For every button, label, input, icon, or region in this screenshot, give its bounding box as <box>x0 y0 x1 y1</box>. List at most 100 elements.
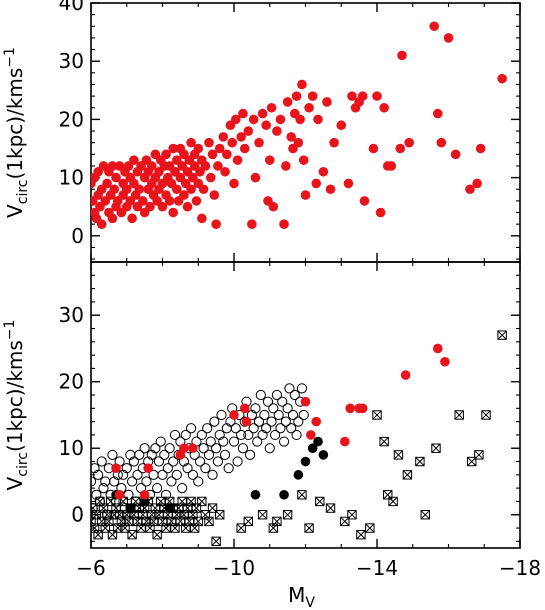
red-point <box>139 489 150 500</box>
open-circle-point <box>275 423 286 434</box>
open-circle-point <box>98 483 109 494</box>
open-circle-point <box>177 483 188 494</box>
bottom-panel: 0 10 20 30 −6 −10 −14 −18 Vcirc(1kpc)/kms−1 MV <box>2 261 541 610</box>
red-point <box>254 137 264 148</box>
red-point <box>372 91 382 101</box>
open-circle-point <box>127 476 138 487</box>
black-filled-point <box>307 443 318 454</box>
open-circle-point <box>271 389 282 401</box>
crossed-square-point <box>356 529 366 540</box>
open-circle-point <box>91 463 100 474</box>
crossed-square-point <box>431 443 441 453</box>
open-circle-point <box>255 389 266 401</box>
y-tick-label: 0 <box>71 224 84 248</box>
open-circle-point <box>212 456 224 467</box>
red-point <box>114 489 125 500</box>
red-point <box>111 463 121 473</box>
red-point <box>186 184 196 195</box>
red-point <box>134 184 145 195</box>
red-point <box>161 149 171 160</box>
open-circle-point <box>194 456 206 467</box>
red-point <box>379 102 389 113</box>
red-point <box>275 114 286 125</box>
crossed-square-point <box>215 510 225 520</box>
plot-frame <box>90 2 521 263</box>
red-point <box>281 161 291 171</box>
y-tick-label: 10 <box>59 166 84 190</box>
red-point <box>213 161 223 171</box>
red-point <box>214 143 225 154</box>
crossed-square-point <box>315 496 325 507</box>
red-point <box>272 126 282 136</box>
open-circle-point <box>162 463 173 474</box>
red-point <box>239 143 250 154</box>
red-point <box>311 416 322 427</box>
open-circle-point <box>250 403 261 414</box>
open-circle-point <box>152 483 163 494</box>
crossed-square-point <box>347 510 357 520</box>
red-point <box>440 356 450 367</box>
crossed-square-point <box>481 410 491 420</box>
open-circle-point <box>141 476 152 487</box>
red-point <box>359 196 370 206</box>
open-circle-point <box>139 443 150 454</box>
red-point <box>238 108 248 119</box>
red-point <box>129 155 139 165</box>
crossed-square-point <box>204 516 214 527</box>
open-circle-point <box>252 436 263 447</box>
open-circle-point <box>134 449 145 460</box>
red-point <box>182 201 193 212</box>
open-circle-point <box>246 409 257 421</box>
red-point <box>343 178 354 189</box>
data-points <box>91 330 507 547</box>
open-circle-point <box>100 476 111 487</box>
open-circle-point <box>223 463 234 474</box>
open-circle-point <box>262 396 274 407</box>
red-point <box>266 102 277 113</box>
crossed-square-point <box>415 456 425 467</box>
red-point <box>243 126 254 136</box>
open-circle-point <box>236 429 247 441</box>
red-point <box>143 463 153 473</box>
red-point <box>229 410 239 420</box>
red-point <box>307 91 318 101</box>
red-point <box>318 166 329 177</box>
red-point <box>395 143 406 154</box>
open-circle-point <box>202 423 213 434</box>
open-circle-point <box>218 436 229 447</box>
open-circle-point <box>282 403 293 414</box>
open-circle-point <box>207 469 218 480</box>
red-point <box>340 436 350 447</box>
y-tick-label: 40 <box>59 0 84 15</box>
red-point <box>107 213 118 224</box>
open-circle-point <box>216 409 227 421</box>
red-point <box>297 79 307 90</box>
data-points <box>91 21 507 229</box>
open-circle-point <box>164 443 175 454</box>
red-point <box>436 137 447 148</box>
crossed-square-point <box>282 510 293 520</box>
red-point <box>232 155 243 165</box>
open-circle-point <box>253 416 265 427</box>
crossed-square-point <box>420 510 430 520</box>
open-circle-point <box>219 449 231 460</box>
red-point <box>336 120 347 131</box>
crossed-square-point <box>272 516 282 527</box>
red-point <box>282 97 293 107</box>
open-circle-point <box>150 443 161 454</box>
red-point <box>247 219 257 229</box>
open-circle-point <box>96 456 107 467</box>
y-tick-label: 20 <box>59 107 84 131</box>
red-point <box>197 213 207 224</box>
red-point <box>107 161 118 171</box>
open-circle-point <box>273 409 284 421</box>
open-circle-point <box>257 429 268 441</box>
open-circle-point <box>228 436 240 447</box>
top-panel: 0 10 20 30 40 Vcirc(1kpc)/kms−1 <box>2 0 521 263</box>
open-circle-point <box>214 429 225 441</box>
red-point <box>222 149 232 160</box>
crossed-square-point <box>497 330 507 340</box>
red-point <box>138 196 148 206</box>
red-point <box>311 178 322 189</box>
